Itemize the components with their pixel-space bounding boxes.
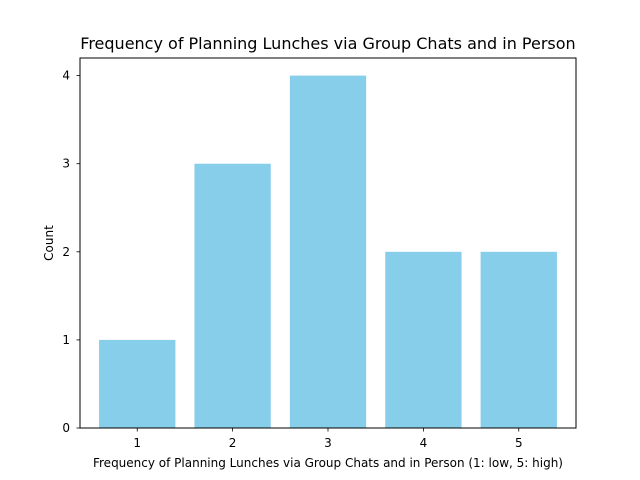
chart-title: Frequency of Planning Lunches via Group …	[80, 34, 575, 53]
x-tick-label-5: 5	[515, 436, 523, 450]
x-axis-ticks: 1 2 3 4 5	[133, 428, 523, 450]
plot-area-frame	[79, 57, 577, 429]
bars-group	[99, 75, 557, 428]
bar-1	[99, 339, 176, 428]
y-axis-ticks: 0 1 2 3 4	[62, 69, 80, 435]
x-tick-label-2: 2	[229, 436, 237, 450]
x-tick-label-4: 4	[420, 436, 428, 450]
bar-5	[480, 251, 557, 428]
y-tick-label-0: 0	[62, 421, 70, 435]
y-tick-label-4: 4	[62, 69, 70, 83]
x-axis-label: Frequency of Planning Lunches via Group …	[93, 456, 563, 470]
bar-4	[385, 251, 462, 428]
y-tick-label-3: 3	[62, 157, 70, 171]
y-axis-label: Count	[42, 225, 56, 261]
y-tick-label-2: 2	[62, 245, 70, 259]
y-tick-label-1: 1	[62, 333, 70, 347]
x-tick-label-3: 3	[324, 436, 332, 450]
bar-2	[194, 163, 271, 428]
x-tick-label-1: 1	[133, 436, 141, 450]
bar-3	[289, 75, 367, 428]
